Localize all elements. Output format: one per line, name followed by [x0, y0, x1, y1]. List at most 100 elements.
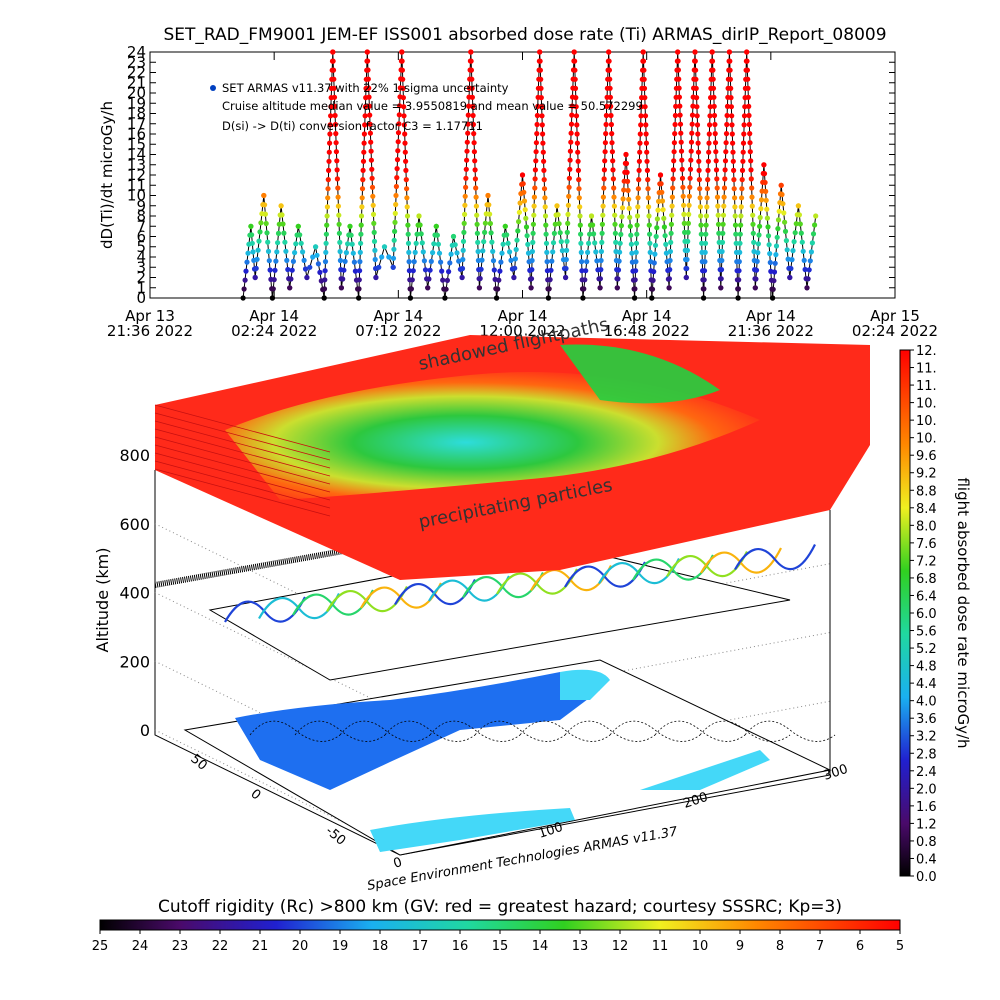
- dose-point: [688, 148, 694, 154]
- dose-point: [728, 95, 734, 101]
- dose-point: [456, 258, 462, 264]
- dose-point: [573, 104, 579, 110]
- dose-point: [718, 276, 724, 282]
- dose-point: [335, 203, 341, 209]
- dose-point: [367, 121, 373, 127]
- dose-point: [686, 202, 692, 208]
- dose-point: [694, 113, 700, 119]
- dose-point: [736, 268, 742, 274]
- dose-point: [361, 131, 367, 137]
- dose-point: [403, 158, 409, 164]
- dose-point: [393, 192, 399, 199]
- dose-point: [471, 140, 477, 146]
- dose-point: [360, 177, 366, 183]
- dose-point: [494, 295, 500, 301]
- dose-point: [730, 140, 736, 146]
- dose-point: [706, 149, 712, 155]
- dose-point: [461, 229, 467, 235]
- dose-point: [529, 267, 535, 273]
- dose-point: [609, 140, 615, 146]
- dose-point: [643, 131, 649, 137]
- dose-point: [542, 195, 548, 201]
- dose-point: [485, 192, 491, 199]
- dose-point: [663, 241, 669, 247]
- dose-point: [469, 94, 475, 100]
- dose-point: [460, 256, 466, 263]
- dose-point: [537, 67, 544, 73]
- dose-point: [599, 230, 605, 236]
- dose-point: [668, 230, 674, 236]
- dose-point: [626, 205, 632, 211]
- dose-point: [755, 250, 761, 256]
- dose-point: [361, 149, 367, 155]
- dose-point: [262, 202, 268, 208]
- dose-point: [370, 211, 377, 217]
- dose-point: [534, 131, 540, 137]
- dose-point: [300, 249, 306, 255]
- dose-point: [810, 231, 817, 237]
- dose-point: [727, 58, 733, 64]
- dose-point: [633, 249, 639, 255]
- dose-point: [739, 177, 745, 183]
- dose-point: [732, 222, 739, 228]
- dose-point: [554, 203, 560, 209]
- colorbar-tick-label: 10.: [916, 414, 937, 429]
- colorbar-tick-label: 12.: [916, 344, 937, 359]
- dose-point: [490, 258, 497, 264]
- colorbar-tick-label: 2.8: [916, 747, 937, 762]
- dose-point: [740, 149, 746, 155]
- x-tick-label: 02:24 2022: [231, 322, 317, 340]
- dose-point: [370, 193, 376, 199]
- dose-point: [809, 240, 816, 246]
- dose-point: [369, 166, 375, 172]
- x-tick-label: 16:48 2022: [604, 322, 690, 340]
- dose-point: [323, 249, 329, 255]
- dose-point: [406, 268, 412, 274]
- y-tick-label: 10: [127, 187, 146, 205]
- dose-point: [464, 157, 470, 163]
- dose-point: [488, 230, 494, 236]
- dose-point: [402, 131, 408, 137]
- dose-point: [694, 122, 701, 128]
- dose-point: [584, 259, 590, 265]
- dose-point: [357, 259, 363, 265]
- dose-point: [322, 259, 329, 265]
- dose-point: [412, 249, 418, 255]
- dose-point: [418, 231, 424, 237]
- dose-point: [761, 171, 768, 177]
- dose-point: [808, 249, 815, 255]
- rigidity-tick-label: 20: [292, 939, 309, 954]
- rigidity-tick-label: 7: [816, 939, 824, 954]
- dose-point: [391, 237, 397, 243]
- dose-point: [546, 286, 552, 292]
- dose-point: [566, 193, 572, 199]
- dose-point: [525, 241, 531, 247]
- dose-point: [402, 140, 408, 146]
- dose-point: [583, 268, 589, 274]
- dose-point: [322, 277, 328, 283]
- dose-point: [572, 76, 578, 82]
- dose-point: [795, 203, 802, 209]
- dose-point: [317, 269, 323, 275]
- dose-point: [332, 121, 339, 128]
- dose-point: [336, 212, 342, 218]
- dose-point: [731, 177, 737, 183]
- dose-point: [753, 267, 760, 273]
- dose-point: [540, 149, 546, 155]
- dose-point: [714, 185, 720, 191]
- dose-point: [679, 157, 685, 163]
- dose-point: [783, 238, 790, 244]
- dose-point: [472, 176, 478, 182]
- dose-point: [697, 204, 704, 210]
- dose-point: [444, 277, 450, 283]
- dose-point: [392, 210, 398, 216]
- y-tick-label: 5: [136, 238, 146, 256]
- rigidity-tick-label: 19: [332, 939, 349, 954]
- dose-point: [638, 104, 644, 110]
- dose-point: [787, 274, 793, 281]
- dose-point: [750, 230, 756, 236]
- dose-point: [685, 220, 692, 226]
- dose-point: [601, 185, 607, 191]
- dose-point: [574, 131, 580, 137]
- dose-point: [550, 240, 557, 246]
